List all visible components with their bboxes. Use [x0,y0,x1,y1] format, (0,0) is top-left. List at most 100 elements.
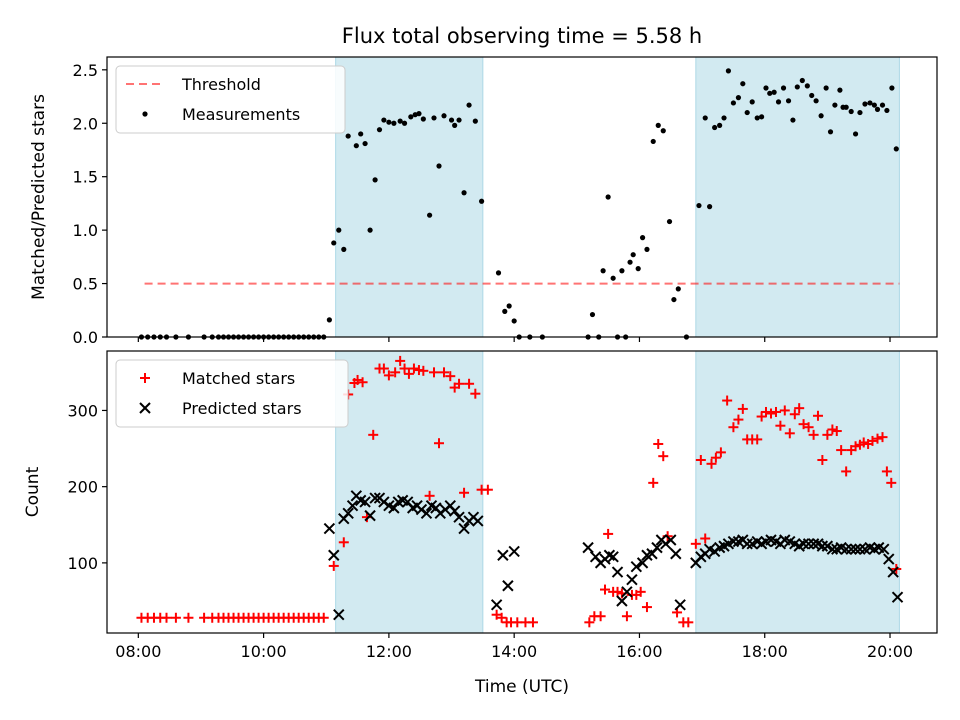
predicted-star-point [665,534,677,546]
legend-box [115,65,346,134]
predicted-marker-b [765,534,777,546]
predicted-marker-b [621,586,633,598]
measurement-point [461,190,467,196]
predicted-marker-b [727,535,740,548]
y-axis-label: Matched/Predicted stars [29,94,49,300]
matched-star-point [690,538,701,549]
predicted-star-point [342,507,354,520]
matched-star-point [459,487,470,498]
predicted-star-point [674,599,686,611]
matched-star-point [600,584,610,595]
matched-star-point [648,477,659,488]
predicted-star-point [854,543,866,555]
matched-star-point [700,533,711,544]
measurement-point [799,77,805,84]
predicted-marker-b [816,540,829,552]
axes-frame [106,56,938,338]
predicted-marker-b [873,541,885,554]
matched-star-point [831,426,842,437]
predicted-star-point [359,496,371,508]
measurement-point [707,204,713,210]
measurement-point [367,227,373,233]
measurement-point [754,115,760,121]
measurement-point [478,198,485,204]
predicted-marker-b [703,543,716,555]
matched-star-point [352,374,363,385]
predicted-star-point [582,541,594,554]
predicted-star-point [807,538,820,550]
matched-star-point [737,403,748,414]
predicted-marker-b [674,599,686,611]
measurement-point [735,95,742,101]
measurement-point [448,117,455,123]
matched-star-point [779,405,790,416]
predicted-marker-b [751,535,763,548]
measurement-point [889,85,895,91]
matched-star-point [827,424,838,435]
x-tick-label: 14:00 [491,642,537,661]
matched-star-point [812,410,823,421]
y-tick-label: 300 [67,401,98,420]
x-tick-label: 18:00 [742,642,788,661]
measurement-point [619,268,625,274]
predicted-marker-b [854,543,866,555]
measurement-point [331,240,337,246]
measurement-point [884,107,890,114]
matched-star-point [383,370,394,381]
measurement-point [401,120,408,126]
matched-star-point [439,367,450,378]
predicted-marker-b [883,553,895,565]
measurement-point [813,98,819,104]
measurement-point [589,311,596,318]
y-tick-label: 100 [67,554,98,573]
predicted-marker-b [354,494,367,507]
predicted-marker-b [630,560,643,573]
predicted-star-point [364,509,376,522]
measurement-point [740,81,746,87]
predicted-star-point [490,599,503,611]
predicted-marker-b [802,538,815,550]
measurement-point [511,318,517,324]
predicted-star-point [849,543,862,555]
measurement-point [341,246,347,252]
measurement-point [696,202,702,209]
predicted-marker-b [458,522,470,535]
measurement-point [466,102,472,108]
measurement-point [605,194,611,200]
matched-star-point [161,612,172,623]
predicted-star-point [891,591,904,603]
predicted-marker-b [840,543,852,555]
predicted-star-point [621,586,633,598]
measurement-point [827,129,834,135]
predicted-marker-b [812,538,824,550]
matched-star-point [695,454,706,465]
measurement-point [785,98,792,104]
axes-frame [106,350,938,634]
matched-star-point [803,422,814,433]
predicted-marker-b [779,534,791,546]
legend-label: Predicted stars [182,399,302,418]
predicted-star-point [333,609,345,621]
measurement-point [452,122,458,128]
measurement-point [780,85,787,91]
legend-predicted-swatch-b [139,402,151,414]
predicted-star-point [741,538,753,550]
measurement-point [794,84,800,90]
matched-star-point [368,429,379,440]
predicted-marker-b [741,538,753,550]
matched-star-point [784,428,795,439]
matched-star-point [527,617,538,628]
measurement-point [408,114,414,120]
observing-interval-shade [695,350,900,634]
measurement-point [749,99,755,105]
predicted-marker-b [616,595,628,607]
predicted-marker-b [603,549,616,561]
predicted-marker-b [359,496,371,508]
matched-star-point [771,406,782,417]
predicted-star-point [472,515,484,527]
y-tick-label: 0.5 [73,275,98,294]
matched-star-point [482,484,493,495]
measurement-point [441,113,447,119]
matched-star-point [822,429,833,440]
y-tick-label: 2.5 [73,61,98,80]
